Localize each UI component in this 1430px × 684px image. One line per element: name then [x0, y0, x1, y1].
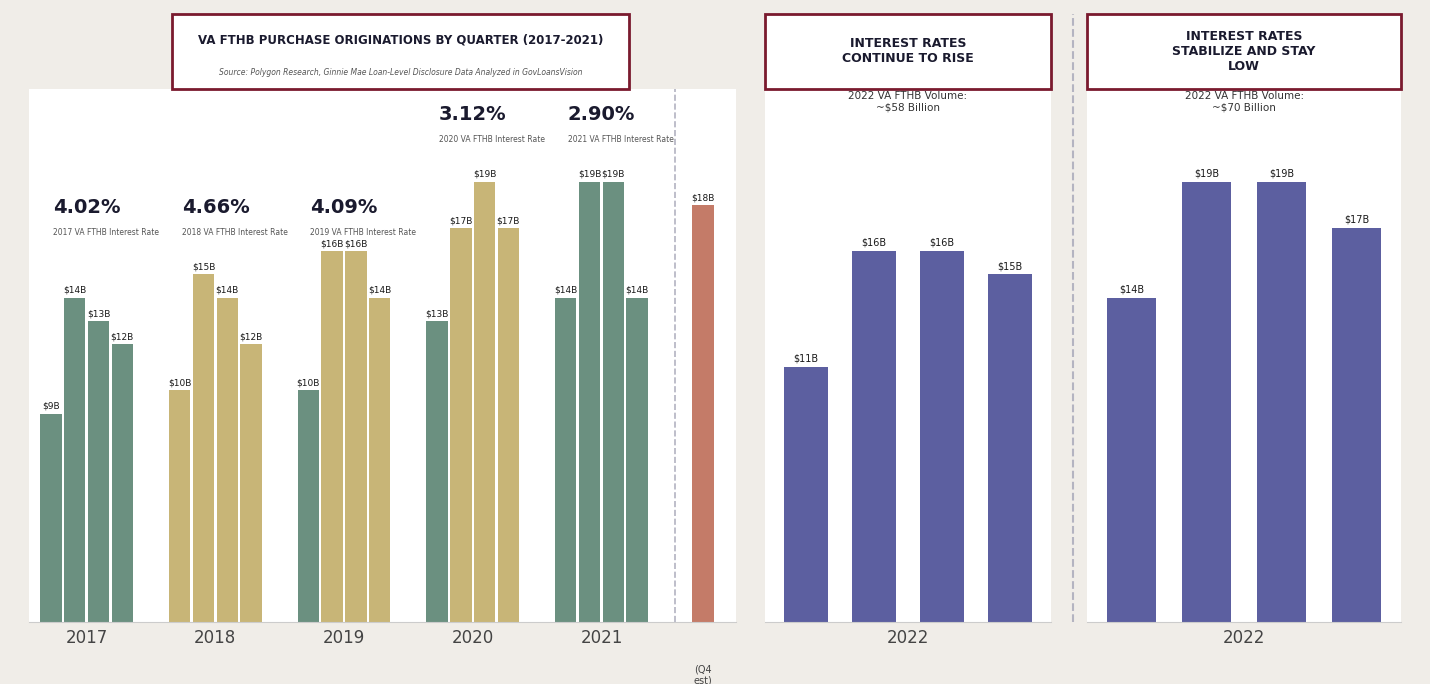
Text: $15B: $15B	[998, 261, 1022, 271]
Text: $16B: $16B	[861, 238, 887, 248]
Text: 4.66%: 4.66%	[182, 198, 249, 217]
Text: $19B: $19B	[473, 170, 496, 179]
Bar	[1107, 298, 1155, 622]
Text: $12B: $12B	[239, 332, 263, 341]
Text: $16B: $16B	[345, 239, 368, 248]
Text: 2020 VA FTHB Interest Rate: 2020 VA FTHB Interest Rate	[439, 135, 545, 144]
Text: 2017 VA FTHB Interest Rate: 2017 VA FTHB Interest Rate	[53, 228, 159, 237]
Text: 2018 VA FTHB Interest Rate: 2018 VA FTHB Interest Rate	[182, 228, 287, 237]
Text: $14B: $14B	[63, 286, 86, 295]
Text: $12B: $12B	[110, 332, 134, 341]
FancyBboxPatch shape	[1087, 14, 1401, 89]
Bar	[852, 251, 897, 622]
Text: $19B: $19B	[1194, 168, 1220, 179]
Bar	[112, 344, 133, 622]
Bar	[369, 298, 390, 622]
Text: 2019 VA FTHB Interest Rate: 2019 VA FTHB Interest Rate	[310, 228, 416, 237]
Text: $14B: $14B	[368, 286, 392, 295]
Bar	[193, 274, 214, 622]
Text: VA FTHB PURCHASE ORIGINATIONS BY QUARTER (2017-2021): VA FTHB PURCHASE ORIGINATIONS BY QUARTER…	[197, 34, 603, 47]
Text: $15B: $15B	[192, 263, 214, 272]
FancyBboxPatch shape	[172, 14, 629, 89]
Text: 2021 VA FTHB Interest Rate: 2021 VA FTHB Interest Rate	[568, 135, 674, 144]
Text: $17B: $17B	[496, 216, 521, 225]
Bar	[626, 298, 648, 622]
Bar	[345, 251, 366, 622]
Bar	[1257, 182, 1306, 622]
Text: $10B: $10B	[167, 379, 192, 388]
Text: $10B: $10B	[296, 379, 320, 388]
Text: INTEREST RATES
STABILIZE AND STAY
LOW: INTEREST RATES STABILIZE AND STAY LOW	[1173, 30, 1316, 73]
Text: $14B: $14B	[555, 286, 578, 295]
Text: 4.09%: 4.09%	[310, 198, 378, 217]
Bar	[64, 298, 86, 622]
Bar	[498, 228, 519, 622]
Bar	[216, 298, 237, 622]
Bar	[322, 251, 343, 622]
Text: $11B: $11B	[794, 354, 818, 364]
Text: 4.02%: 4.02%	[53, 198, 120, 217]
Bar	[784, 367, 828, 622]
Bar	[473, 182, 495, 622]
Bar	[40, 414, 61, 622]
Text: 2022 VA FTHB Volume:
~$70 Billion: 2022 VA FTHB Volume: ~$70 Billion	[1184, 90, 1304, 112]
Bar	[1183, 182, 1231, 622]
Bar	[692, 205, 714, 622]
Bar	[555, 298, 576, 622]
Text: 2.90%: 2.90%	[568, 105, 635, 124]
Bar	[87, 321, 109, 622]
Text: 2022 VA FTHB Volume:
~$58 Billion: 2022 VA FTHB Volume: ~$58 Billion	[848, 90, 968, 112]
Text: $17B: $17B	[449, 216, 472, 225]
Text: $14B: $14B	[1120, 285, 1144, 294]
Bar	[602, 182, 623, 622]
Bar	[169, 391, 190, 622]
Text: $9B: $9B	[41, 402, 60, 411]
Text: Source: Polygon Research, Ginnie Mae Loan-Level Disclosure Data Analyzed in GovL: Source: Polygon Research, Ginnie Mae Loa…	[219, 68, 582, 77]
Text: $13B: $13B	[425, 309, 449, 318]
Bar	[919, 251, 964, 622]
Text: $14B: $14B	[216, 286, 239, 295]
Text: $18B: $18B	[691, 193, 715, 202]
Text: $19B: $19B	[602, 170, 625, 179]
Bar	[1333, 228, 1381, 622]
Bar	[240, 344, 262, 622]
FancyBboxPatch shape	[765, 14, 1051, 89]
Bar	[450, 228, 472, 622]
Text: INTEREST RATES
CONTINUE TO RISE: INTEREST RATES CONTINUE TO RISE	[842, 38, 974, 65]
Bar	[988, 274, 1032, 622]
Text: (Q4
est): (Q4 est)	[694, 664, 712, 684]
Bar	[426, 321, 448, 622]
Text: $13B: $13B	[87, 309, 110, 318]
Bar	[297, 391, 319, 622]
Text: $19B: $19B	[1268, 168, 1294, 179]
Text: $16B: $16B	[320, 239, 343, 248]
Bar	[579, 182, 601, 622]
Text: $16B: $16B	[930, 238, 955, 248]
Text: 3.12%: 3.12%	[439, 105, 506, 124]
Text: $17B: $17B	[1344, 215, 1369, 224]
Text: $19B: $19B	[578, 170, 601, 179]
Text: $14B: $14B	[625, 286, 649, 295]
